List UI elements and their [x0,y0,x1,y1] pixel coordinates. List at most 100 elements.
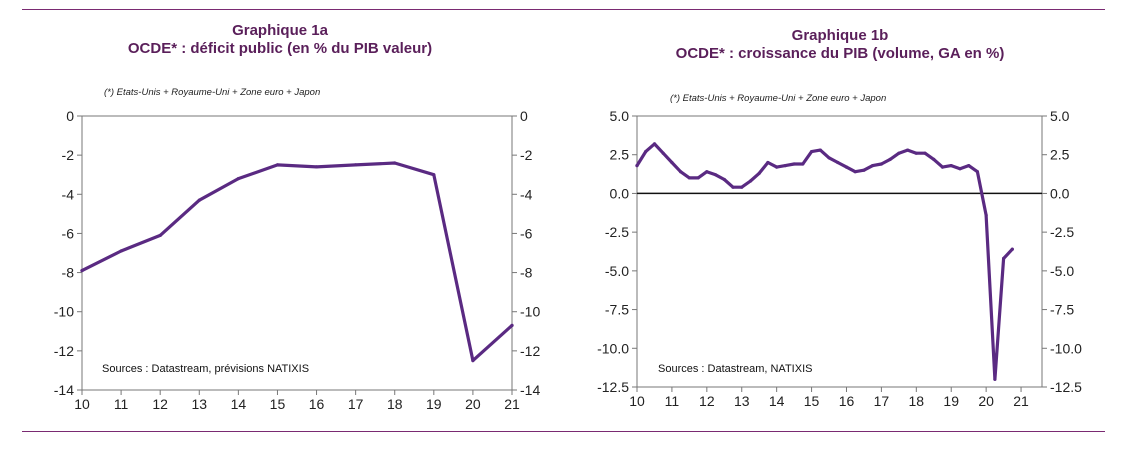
chart-1a-data-point [236,177,240,181]
chart-1a-data-point [471,359,475,363]
chart-1b-x-tick-label: 20 [978,393,994,409]
chart-1b-series-line [635,142,1014,381]
chart-1a-subtitle: OCDE* : déficit public (en % du PIB vale… [127,40,433,57]
chart-1b-data-point [810,150,814,154]
chart-1b-data-point [888,157,892,161]
chart-1b-data-point [984,213,988,217]
chart-1b-data-point [644,150,648,154]
chart-1b-data-point [906,148,910,152]
chart-1b-x-tick-label: 16 [839,393,855,409]
chart-1a-x-tick-label: 17 [348,396,364,412]
chart-1b-y-tick-label-left: 2.5 [610,147,630,163]
chart-1b-x-tick-label: 19 [943,393,959,409]
chart-1b-data-point [932,157,936,161]
chart-1b-data-point [923,151,927,155]
chart-1b-data-point [862,168,866,172]
chart-1b-data-point [940,165,945,169]
chart-1a-y-tick-label-right: -12 [520,343,540,359]
chart-1b-y-tick-label-right: -7.5 [1050,302,1074,318]
chart-1b-y-tick-label-right: -2.5 [1050,224,1074,240]
chart-1a-data-point [80,269,84,273]
chart-1b-data-point [958,167,962,171]
chart-1b-data-point [844,165,849,169]
chart-1b-data-point [993,377,997,381]
chart-1a-data-point [119,249,123,253]
chart-1b-data-point [783,164,788,168]
chart-1b-x-tick-label: 15 [804,393,820,409]
chart-1b-data-point [818,148,822,152]
chart-1a-x-tick-label: 15 [270,396,286,412]
chart-1b-x-tick-label: 13 [734,393,750,409]
chart-1a-y-tick-label-right: -6 [520,225,533,241]
chart-1a-data-point [510,323,514,327]
chart-1b-subtitle: OCDE* : croissance du PIB (volume, GA en… [675,45,1005,62]
chart-1b-data-point [949,164,953,168]
chart-1b-data-point [757,171,761,175]
chart-1b-source: Sources : Datastream, NATIXIS [658,363,813,375]
chart-1b-data-point [853,170,857,174]
chart-1b-y-tick-label-right: 5.0 [1050,108,1070,124]
chart-1a-y-tick-label-left: -8 [62,265,75,281]
chart-1b-data-point [792,162,796,166]
chart-1a-x-tick-label: 19 [426,396,442,412]
chart-1a-x-tick-label: 18 [387,396,403,412]
chart-1a-x-tick-label: 16 [309,396,325,412]
chart-1a-x-tick-label: 21 [504,396,520,412]
chart-1b-y-tick-label-right: -10.0 [1050,340,1082,356]
chart-1a-source: Sources : Datastream, prévisions NATIXIS [102,363,310,375]
chart-1b-data-point [705,170,709,174]
chart-1a-y-tick-label-left: -2 [62,147,75,163]
chart-1a-y-tick-label-right: -14 [520,382,540,398]
chart-1b-data-point [731,185,735,189]
chart-1b-footnote: (*) Etats-Unis + Royaume-Uni + Zone euro… [670,93,887,104]
chart-1a-plot-frame [81,115,513,391]
chart-1b-data-point [679,170,683,174]
top-rule [22,9,1105,10]
chart-1b-x-tick-label: 14 [769,393,785,409]
chart-1b-x-tick-label: 12 [699,393,715,409]
chart-1a-data-point [158,233,162,237]
chart-1b-title: Graphique 1b [791,27,889,44]
chart-1b-data-point [775,165,779,169]
chart-1a-data-point [275,163,280,167]
chart-1b-x-tick-label: 10 [629,393,645,409]
chart-1b-x-tick-label: 11 [665,393,680,409]
chart-1a-heading: Graphique 1a OCDE* : déficit public (en … [80,22,480,58]
chart-1b-y-tick-label-left: -12.5 [597,379,629,395]
chart-1a-data-point [354,163,358,167]
chart-1a-y-tick-label-right: -8 [520,265,533,281]
chart-1b-y-tick-label-left: -10.0 [597,340,629,356]
chart-1b-data-point [740,185,744,189]
chart-1b-x-tick-label: 21 [1013,393,1029,409]
chart-1b-data-point [722,177,726,182]
chart-1b-y-tick-label-right: 0.0 [1050,185,1070,201]
chart-1b-data-point [975,170,980,174]
chart-1b-data-point [766,160,770,165]
chart-1b-y-tick-label-left: 5.0 [610,108,630,124]
chart-1b-heading: Graphique 1b OCDE* : croissance du PIB (… [620,27,1060,63]
chart-1a-x-tick-label: 12 [152,396,168,412]
bottom-rule [22,431,1105,432]
chart-1a-y-tick-label-left: -10 [54,304,74,320]
chart-1a-y-tick-label-right: -4 [520,186,533,202]
chart-1a-y-tick-label-left: -6 [62,225,75,241]
chart-1b-y-tick-label-left: -7.5 [605,302,629,318]
chart-1b-data-point [1010,247,1014,251]
chart-1a-y-tick-label-left: -4 [62,186,75,202]
chart-1a-x-tick-label: 20 [465,396,481,412]
chart-1a-x-tick-label: 13 [191,396,207,412]
chart-1a-y-tick-label-left: 0 [66,108,74,124]
chart-1a-y-tick-label-left: -14 [54,382,74,398]
chart-1b-data-point [879,162,884,166]
chart-1b-data-point [967,164,971,168]
chart-1b-y-tick-label-left: 0.0 [610,185,630,201]
chart-1a-y-tick-label-right: -10 [520,304,540,320]
chart-1a-x-tick-label: 10 [74,396,90,412]
chart-1b-data-point [748,179,753,183]
chart-1b-data-point [836,160,840,165]
chart-1a-x-tick-label: 11 [114,396,129,412]
chart-1b-data-point [687,176,692,180]
chart-1a-title: Graphique 1a [232,22,328,39]
chart-1b-data-point [696,176,700,180]
